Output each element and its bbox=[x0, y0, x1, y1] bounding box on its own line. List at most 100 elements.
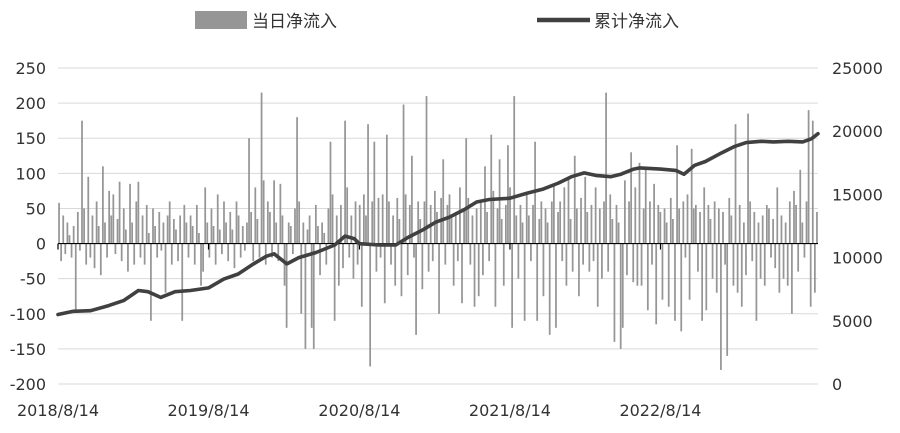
daily-inflow-bar bbox=[484, 166, 486, 244]
left-y-axis: -200 -150 -100 -50 0 50 100 150 200 250 bbox=[10, 59, 46, 394]
daily-inflow-bar bbox=[479, 201, 482, 244]
daily-inflow-bar bbox=[563, 187, 566, 244]
daily-inflow-bar bbox=[223, 201, 225, 244]
daily-inflow-bar bbox=[680, 243, 683, 332]
daily-inflow-bar bbox=[684, 243, 687, 258]
daily-inflow-bar bbox=[530, 243, 532, 262]
daily-inflow-bar bbox=[765, 204, 768, 244]
daily-inflow-bar bbox=[759, 243, 762, 279]
daily-inflow-bar bbox=[663, 208, 666, 244]
daily-inflow-bar bbox=[231, 229, 234, 244]
legend-label-cumulative-inflow: 累计净流入 bbox=[594, 12, 679, 32]
daily-inflow-bar bbox=[617, 222, 620, 244]
daily-inflow-bar bbox=[258, 243, 261, 258]
daily-inflow-bar bbox=[124, 229, 127, 244]
daily-inflow-bar bbox=[584, 176, 587, 244]
daily-inflow-bar bbox=[598, 208, 601, 244]
daily-inflow-bar bbox=[340, 204, 342, 244]
daily-inflow-bar bbox=[221, 243, 223, 255]
daily-inflow-bar bbox=[736, 243, 739, 293]
daily-inflow-bar bbox=[436, 211, 438, 244]
daily-inflow-bar bbox=[444, 243, 447, 265]
daily-inflow-bar bbox=[87, 176, 90, 244]
daily-inflow-bar bbox=[72, 226, 75, 244]
daily-inflow-bar bbox=[471, 215, 474, 244]
daily-inflow-bar bbox=[158, 211, 161, 244]
daily-inflow-bar bbox=[129, 183, 131, 244]
daily-inflow-bar bbox=[275, 222, 278, 244]
daily-inflow-bar bbox=[692, 208, 695, 244]
daily-inflow-bar bbox=[285, 243, 288, 328]
daily-inflow-bar bbox=[757, 222, 760, 244]
right-tick-label: 10000 bbox=[832, 249, 883, 268]
daily-inflow-bar bbox=[254, 187, 257, 244]
daily-inflow-bar bbox=[540, 201, 543, 244]
daily-inflow-bar bbox=[271, 243, 273, 258]
daily-inflow-bar bbox=[302, 222, 305, 244]
daily-inflow-bar bbox=[417, 201, 420, 244]
daily-inflow-bar bbox=[465, 138, 468, 244]
daily-inflow-bar bbox=[413, 243, 415, 258]
daily-inflow-bar bbox=[459, 187, 461, 244]
daily-inflow-bar bbox=[310, 243, 313, 328]
left-tick-label: 0 bbox=[36, 235, 46, 254]
daily-inflow-bar bbox=[615, 204, 618, 244]
daily-inflow-bar bbox=[803, 243, 806, 258]
daily-inflow-bar bbox=[649, 201, 651, 244]
left-tick-label: -50 bbox=[20, 270, 46, 289]
daily-inflow-bar bbox=[137, 181, 140, 244]
daily-inflow-bar bbox=[768, 208, 770, 244]
daily-inflow-bar bbox=[665, 222, 668, 244]
daily-inflow-bar bbox=[141, 215, 144, 244]
daily-inflow-bar bbox=[513, 96, 516, 244]
left-tick-label: 50 bbox=[26, 199, 46, 218]
daily-inflow-bar bbox=[569, 218, 572, 244]
daily-inflow-bar bbox=[749, 201, 752, 244]
daily-inflow-bar bbox=[162, 222, 165, 244]
daily-inflow-bar bbox=[542, 243, 545, 297]
daily-inflow-bar bbox=[596, 243, 599, 307]
daily-inflow-bar bbox=[346, 187, 349, 244]
daily-inflow-bar bbox=[423, 201, 426, 244]
daily-inflow-bar bbox=[456, 243, 459, 262]
daily-inflow-bar bbox=[751, 243, 754, 262]
daily-inflow-bar bbox=[135, 201, 138, 244]
daily-inflow-bar bbox=[690, 148, 693, 244]
daily-inflow-bar bbox=[565, 243, 568, 286]
daily-inflow-bar bbox=[168, 201, 171, 244]
daily-inflow-bar bbox=[294, 208, 296, 244]
daily-inflow-bar bbox=[344, 120, 346, 244]
daily-inflow-bar bbox=[797, 243, 800, 272]
daily-inflow-bar bbox=[277, 243, 280, 262]
daily-inflow-bar bbox=[709, 218, 712, 244]
daily-inflow-bar bbox=[348, 243, 351, 258]
daily-inflow-bar bbox=[356, 243, 359, 265]
daily-inflow-bar bbox=[91, 215, 94, 244]
daily-inflow-bar bbox=[177, 243, 179, 262]
daily-inflow-bar bbox=[191, 226, 194, 244]
daily-inflow-bar bbox=[571, 243, 574, 272]
daily-inflow-bar bbox=[653, 183, 655, 244]
daily-inflow-bar bbox=[68, 235, 71, 244]
daily-inflow-bar bbox=[367, 124, 369, 244]
daily-inflow-bar bbox=[446, 204, 449, 244]
daily-inflow-bar bbox=[112, 194, 115, 244]
daily-inflow-bar bbox=[805, 201, 808, 244]
daily-inflow-bar bbox=[189, 215, 192, 244]
daily-inflow-bar bbox=[325, 243, 328, 265]
daily-inflow-bar bbox=[79, 243, 81, 251]
daily-inflow-bar bbox=[594, 187, 597, 244]
daily-inflow-bar bbox=[187, 243, 190, 258]
daily-inflow-bar bbox=[398, 218, 401, 244]
daily-inflow-bar bbox=[811, 120, 814, 244]
daily-inflow-bar bbox=[586, 211, 589, 244]
daily-inflow-bar bbox=[801, 222, 804, 244]
daily-inflow-bar bbox=[703, 187, 706, 244]
daily-inflow-bar bbox=[216, 194, 219, 244]
daily-inflow-bar bbox=[567, 176, 570, 244]
daily-inflow-bar bbox=[164, 243, 167, 293]
daily-inflow-bar bbox=[131, 222, 133, 244]
daily-inflow-bar bbox=[381, 194, 384, 244]
daily-inflow-bar bbox=[667, 243, 670, 307]
daily-inflow-bar bbox=[273, 180, 275, 244]
